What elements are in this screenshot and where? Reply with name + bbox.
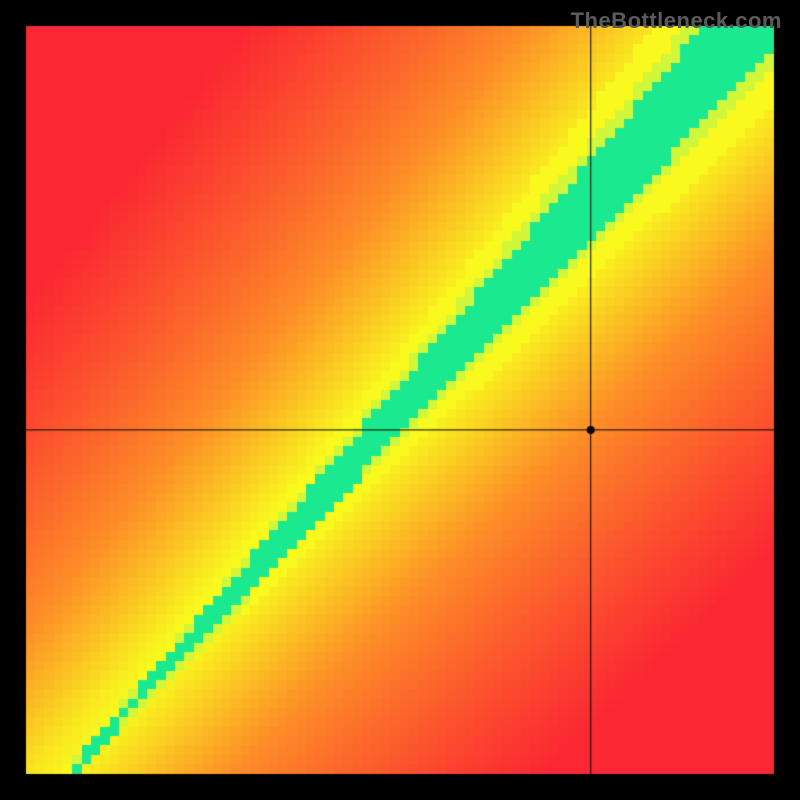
watermark-text: TheBottleneck.com [571,8,782,34]
bottleneck-heatmap [0,0,800,800]
